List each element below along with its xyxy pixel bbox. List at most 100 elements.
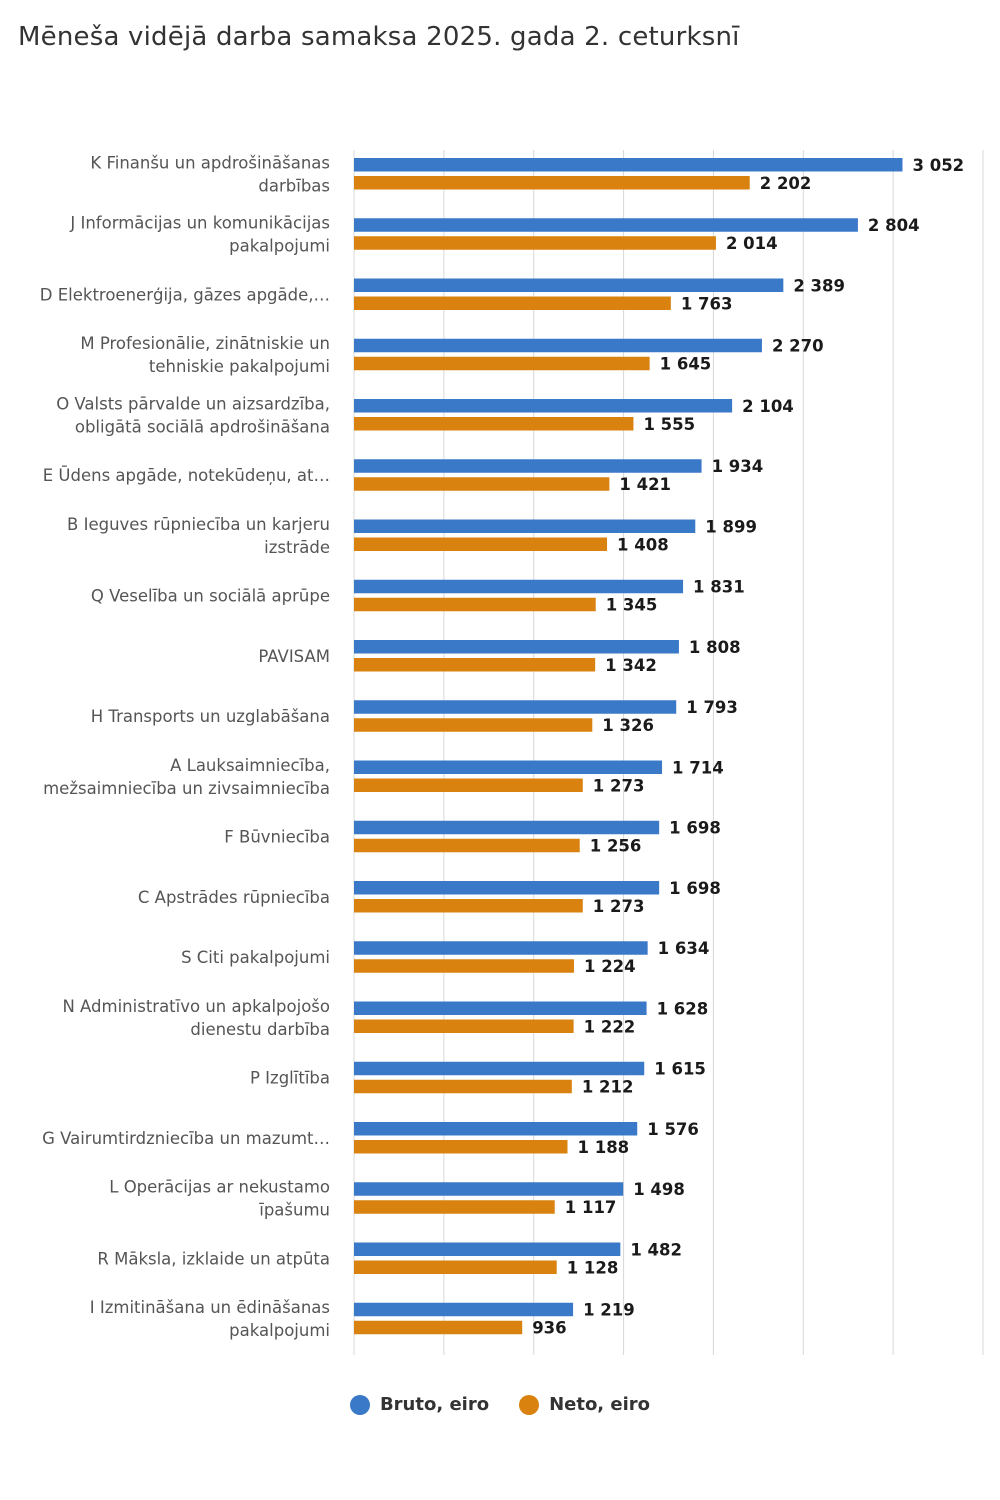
bar-bruto[interactable] [354,1182,624,1196]
bar-bruto[interactable] [354,1302,574,1317]
bar-neto[interactable] [354,1200,555,1214]
category-label: H Transports un uzglabāšana [91,707,330,726]
bar-bruto[interactable] [354,760,663,775]
value-labels: 3 052 2 202 2 804 2 014 2 389 1 763 2 270 1 645… [532,156,964,1338]
bar-bruto[interactable] [354,640,679,654]
value-label: 1 615 [654,1060,706,1079]
value-label: 1 117 [565,1198,617,1217]
bar-bruto[interactable] [354,158,903,172]
category-label: PAVISAM [258,647,330,666]
value-label: 2 014 [726,234,778,253]
category-label: M Profesionālie, zinātniskie un tehniskie… [80,334,330,376]
value-label: 2 104 [742,397,794,416]
value-label: 1 576 [647,1120,699,1139]
bar-neto[interactable] [354,718,593,732]
value-label: 936 [532,1319,566,1338]
value-label: 1 219 [583,1301,635,1320]
value-label: 1 408 [617,535,669,554]
bar-bruto[interactable] [354,700,677,714]
value-label: 1 342 [605,656,657,675]
legend-label-neto: Neto, eiro [549,1394,651,1415]
bar-bruto[interactable] [354,218,858,232]
bar-neto[interactable] [354,296,671,311]
bar-neto[interactable] [354,537,608,552]
bar-bruto[interactable] [354,1122,638,1136]
category-label: N Administratīvo un apkalpojošo dienestu … [62,997,330,1039]
bar-neto[interactable] [354,838,580,853]
value-label: 2 804 [868,216,920,235]
bar-bruto[interactable] [354,1001,647,1016]
bar-neto[interactable] [354,778,583,793]
bar-neto[interactable] [354,1260,557,1275]
category-label: R Māksla, izklaide un atpūta [97,1249,330,1268]
bar-neto[interactable] [354,417,634,431]
bar-bruto[interactable] [354,820,660,835]
bar-bruto[interactable] [354,399,733,413]
value-label: 1 714 [672,758,724,777]
bar-bruto[interactable] [354,519,696,534]
category-label: S Citi pakalpojumi [181,948,330,967]
category-label: L Operācijas ar nekustamo īpašumu [109,1178,330,1220]
bar-neto[interactable] [354,1079,572,1094]
value-label: 1 808 [689,638,741,657]
bar-neto[interactable] [354,176,750,190]
category-label: D Elektroenerģija, gāzes apgāde,… [40,285,330,304]
category-label: G Vairumtirdzniecība un mazumt… [42,1129,330,1148]
category-label: F Būvniecība [224,828,330,847]
value-label: 1 326 [602,716,654,735]
bar-neto[interactable] [354,356,650,371]
legend: Bruto, eiro Neto, eiro [0,1394,1000,1415]
value-label: 2 202 [760,174,812,193]
category-label: J Informācijas un komunikācijas pakalpoju… [69,214,330,256]
bar-bruto[interactable] [354,459,702,473]
legend-marker-neto [519,1394,540,1415]
legend-label-bruto: Bruto, eiro [379,1394,490,1415]
value-label: 1 256 [590,837,642,856]
bar-bruto[interactable] [354,881,660,895]
bar-bruto[interactable] [354,338,762,353]
category-label: I Izmitināšana un ēdināšanas pakalpojumi [90,1298,330,1340]
bar-bruto[interactable] [354,278,784,293]
legend-item-bruto[interactable]: Bruto, eiro [349,1394,490,1415]
value-label: 1 899 [705,517,757,536]
value-label: 2 270 [772,337,824,356]
value-label: 1 634 [658,939,710,958]
bar-bruto[interactable] [354,941,648,955]
value-label: 1 628 [657,999,709,1018]
bar-neto[interactable] [354,899,583,913]
category-label: A Lauksaimniecība, mežsaimniecība un zivs… [43,756,330,798]
bar-neto[interactable] [354,1019,574,1034]
value-label: 1 763 [681,294,733,313]
value-label: 1 645 [660,355,712,374]
value-label: 1 188 [578,1138,630,1157]
value-label: 1 831 [693,578,745,597]
category-label: O Valsts pārvalde un aizsardzība, obligāt… [56,394,330,436]
value-label: 1 224 [584,957,636,976]
bar-neto[interactable] [354,959,574,973]
bar-neto[interactable] [354,658,596,672]
value-label: 1 698 [669,819,721,838]
value-label: 3 052 [912,156,964,175]
bar-bruto[interactable] [354,1061,645,1076]
legend-marker-bruto [349,1394,370,1415]
bar-neto[interactable] [354,1140,568,1154]
value-label: 1 698 [669,879,721,898]
bar-neto[interactable] [354,236,716,250]
bar-neto[interactable] [354,1320,523,1335]
category-label: E Ūdens apgāde, notekūdeņu, at… [43,466,330,485]
legend-item-neto[interactable]: Neto, eiro [519,1394,650,1415]
value-label: 1 421 [619,475,671,494]
bar-bruto[interactable] [354,579,684,594]
value-label: 1 222 [584,1017,636,1036]
bar-neto[interactable] [354,477,610,491]
value-label: 1 934 [712,457,764,476]
bar-neto[interactable] [354,597,596,612]
bars [354,158,903,1335]
value-label: 1 555 [643,415,695,434]
value-label: 1 212 [582,1078,634,1097]
category-label: K Finanšu un apdrošināšanas darbības [90,153,330,195]
value-label: 1 273 [593,776,645,795]
bar-bruto[interactable] [354,1242,621,1257]
category-label: C Apstrādes rūpniecība [138,888,330,907]
bar-chart: K Finanšu un apdrošināšanas darbības J Inf… [40,150,984,1355]
